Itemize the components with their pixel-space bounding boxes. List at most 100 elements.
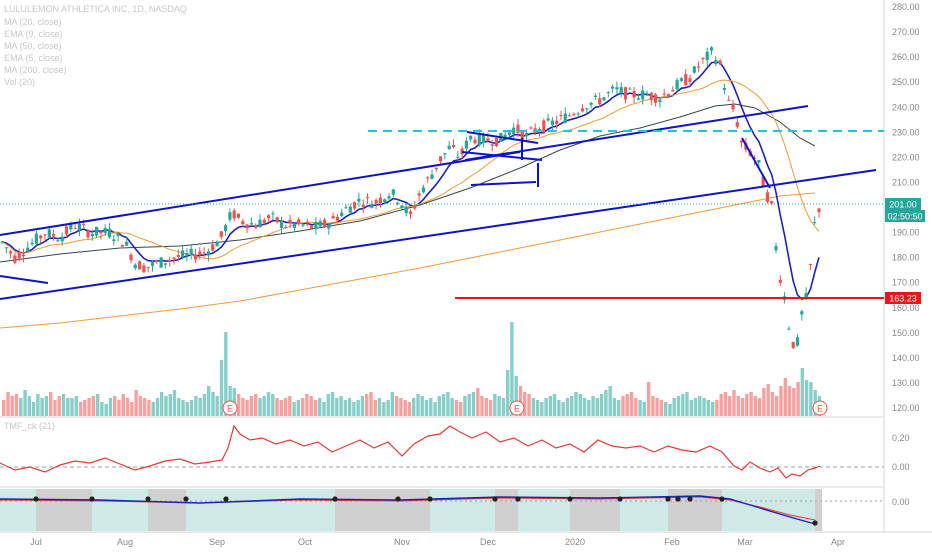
falling-short-line[interactable] [741, 137, 771, 189]
candle-body [813, 222, 817, 224]
tmf-tick-label: 0.00 [892, 462, 910, 472]
volume-bar [262, 396, 266, 416]
candle-body [404, 206, 408, 214]
indicator-legend-item[interactable]: EMA (5, close) [4, 53, 63, 63]
candle-body [641, 90, 645, 100]
indicator-legend-item[interactable]: MA (20, close) [4, 17, 62, 27]
oscillator-dot [332, 496, 338, 502]
channel-lower-line[interactable] [0, 169, 877, 300]
candle-body [107, 228, 112, 238]
candle-body [791, 342, 795, 348]
candle-body [447, 145, 451, 150]
flag-base[interactable] [470, 181, 537, 186]
volume-bar [638, 400, 642, 416]
pennant-lower[interactable] [461, 151, 543, 161]
candle-body [529, 127, 533, 129]
candle-body [297, 219, 301, 224]
oscillator-dot [427, 496, 433, 502]
candle-body [477, 132, 481, 146]
volume-bar [215, 396, 219, 416]
candle-body [795, 337, 800, 346]
volume-bar [612, 398, 617, 416]
candle-body [757, 160, 761, 163]
candle-body [254, 225, 258, 229]
oscillator-dot [223, 496, 229, 502]
price-tick-label: 140.00 [892, 353, 920, 363]
oscillator-dot [89, 496, 95, 502]
volume-bar [14, 394, 19, 416]
candle-body [761, 176, 765, 187]
volume-bar [104, 404, 108, 416]
volume-bar [804, 380, 809, 416]
earnings-marker[interactable]: E [222, 400, 238, 416]
volume-bar [527, 394, 531, 416]
price-tick-label: 190.00 [892, 228, 920, 238]
indicator-legend-item[interactable]: Vol (20) [4, 77, 36, 87]
volume-bar [207, 386, 211, 416]
volume-bar [561, 402, 565, 416]
left-short-line[interactable] [0, 275, 49, 284]
tmf-axis: 0.20 0.00 [892, 433, 910, 472]
volume-bar [424, 400, 429, 416]
volume-bar [271, 394, 275, 416]
channel-upper-line[interactable] [0, 151, 521, 236]
volume-bar [57, 396, 61, 416]
volume-bar [390, 392, 394, 416]
volume-bar [574, 392, 578, 416]
candle-body [103, 227, 107, 234]
candle-body [168, 260, 172, 262]
volume-bar [330, 392, 335, 416]
indicator-legend-item[interactable]: MA (200, close) [4, 65, 67, 75]
candle-body [671, 89, 675, 92]
trendlines[interactable] [0, 105, 884, 300]
svg-text:E: E [514, 404, 520, 414]
earnings-marker[interactable]: E [509, 400, 525, 416]
candle-body [146, 266, 150, 268]
candle-body [77, 223, 81, 231]
indicator-legend-item[interactable]: MA (50, close) [4, 41, 62, 51]
oscillator-axis: 0.00 [892, 497, 910, 507]
support-price-tag: 163.23 [885, 292, 921, 304]
candle-body [26, 247, 30, 252]
candle-body [271, 213, 275, 215]
time-axis[interactable]: Jul Aug Sep Oct Nov Dec 2020 Feb Mar Apr [30, 537, 845, 547]
candle-body [189, 248, 193, 255]
volume-bar [181, 400, 185, 416]
pennant-upper[interactable] [466, 131, 539, 144]
indicator-legend-item[interactable]: EMA (9, close) [4, 29, 63, 39]
candle-body [804, 293, 808, 300]
earnings-markers[interactable]: E E E [222, 400, 828, 416]
volume-bar [202, 394, 207, 416]
time-tick-label: 2020 [565, 537, 585, 547]
candle-body [69, 224, 73, 230]
tmf-legend[interactable]: TMF_ck (21) [4, 421, 56, 431]
candle-body [90, 233, 94, 237]
volume-bar [582, 398, 587, 416]
candle-body [310, 225, 314, 229]
volume-bar [164, 396, 168, 416]
candle-body [580, 108, 585, 112]
volume-bar [510, 322, 514, 416]
candle-body [133, 264, 137, 269]
volume-bar [715, 400, 719, 416]
candle-body [520, 132, 524, 141]
candle-body [262, 219, 266, 224]
oscillator-dot [145, 496, 151, 502]
volume-bar [595, 398, 599, 416]
volume-bar [40, 398, 44, 416]
volume-bar [130, 402, 134, 416]
candle-body [172, 257, 176, 259]
candle-body [585, 108, 589, 110]
candle-body [86, 230, 90, 238]
time-tick-label: Aug [117, 537, 133, 547]
volume-bar [540, 402, 544, 416]
volume-bar [412, 398, 416, 416]
volume-bar [625, 394, 629, 416]
symbol-title[interactable]: LULULEMON ATHLETICA INC, 1D, NASDAQ [4, 4, 187, 14]
candle-body [727, 99, 731, 101]
earnings-marker[interactable]: E [812, 400, 828, 416]
volume-bar [347, 398, 352, 416]
candle-body [279, 220, 284, 228]
